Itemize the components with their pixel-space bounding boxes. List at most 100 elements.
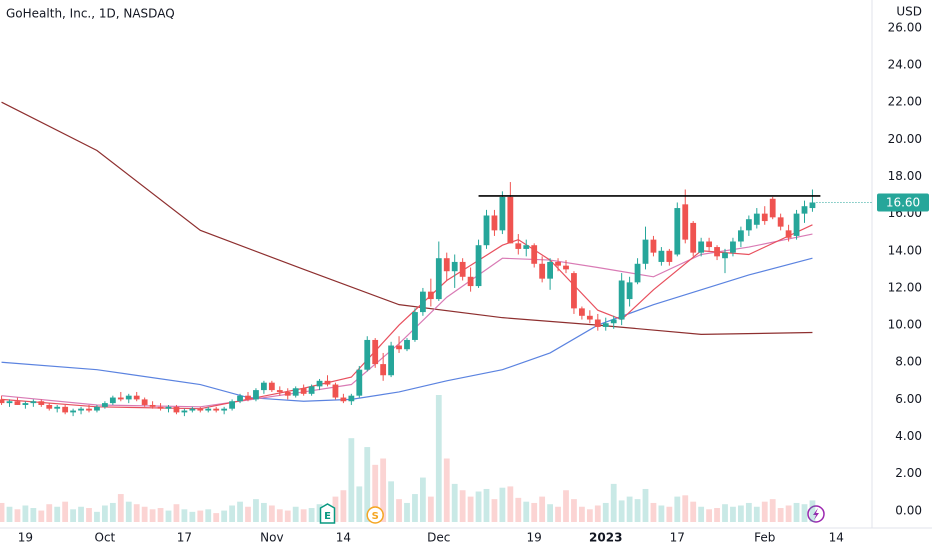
- currency-label: USD: [896, 5, 922, 19]
- candle-body: [499, 196, 506, 231]
- candle-body: [141, 399, 148, 405]
- moving-average-line: [1, 233, 813, 408]
- last-price-tag: [877, 193, 929, 212]
- volume-bar: [300, 509, 307, 522]
- candle-body: [809, 202, 816, 209]
- volume-bar: [761, 501, 768, 522]
- candle-body: [777, 217, 784, 227]
- candle-body: [626, 282, 633, 300]
- volume-bar: [221, 510, 228, 522]
- volume-bar: [769, 499, 776, 522]
- candle-body: [602, 323, 609, 327]
- volume-bar: [22, 505, 29, 522]
- volume-bar: [451, 483, 458, 522]
- last-price-label: 16.60: [886, 195, 920, 209]
- x-tick-label: Oct: [95, 531, 116, 545]
- y-tick-label: 24.00: [888, 58, 922, 72]
- volume-bar: [388, 481, 394, 522]
- volume-bar: [714, 508, 720, 522]
- candle-body: [6, 401, 13, 404]
- y-tick-label: 12.00: [888, 280, 922, 294]
- candle-body: [753, 213, 760, 225]
- candle-body: [221, 408, 228, 411]
- volume-bar: [332, 496, 339, 522]
- candle-body: [54, 406, 61, 409]
- candle-body: [165, 406, 172, 409]
- candle-layer: [0, 182, 816, 417]
- volume-bar: [690, 501, 697, 522]
- volume-bar: [698, 506, 705, 522]
- candle-body: [547, 261, 553, 279]
- volume-bar: [173, 504, 180, 522]
- volume-bar: [738, 505, 744, 522]
- candle-body: [618, 280, 625, 320]
- volume-bar: [563, 490, 569, 522]
- candle-body: [261, 382, 267, 391]
- candle-body: [133, 395, 140, 400]
- volume-bar: [499, 487, 506, 522]
- x-tick-label: 19: [18, 531, 33, 545]
- volume-bar: [459, 490, 466, 522]
- event-marker[interactable]: E: [319, 503, 336, 524]
- volume-bar: [30, 508, 37, 522]
- candle-body: [642, 239, 649, 264]
- alert-icon[interactable]: [807, 505, 825, 523]
- volume-bar: [284, 510, 291, 522]
- volume-bar: [205, 509, 212, 522]
- volume-bar: [276, 509, 283, 522]
- candle-body: [372, 339, 379, 365]
- candle-body: [722, 252, 728, 259]
- x-tick-label: 14: [336, 531, 351, 545]
- event-marker[interactable]: S: [366, 506, 384, 524]
- event-shape: [319, 503, 336, 524]
- volume-bar: [340, 490, 347, 522]
- candle-body: [70, 410, 76, 413]
- candle-body: [674, 208, 681, 255]
- volume-bar: [594, 505, 601, 522]
- y-tick-label: 22.00: [888, 95, 922, 109]
- volume-bar: [515, 497, 522, 522]
- candle-body: [467, 276, 474, 287]
- candle-body: [491, 215, 498, 231]
- volume-bar: [117, 494, 124, 522]
- candle-body: [268, 382, 275, 391]
- candle-body: [94, 406, 100, 411]
- candle-body: [205, 408, 212, 411]
- candle-body: [412, 312, 418, 340]
- candle-body: [300, 388, 307, 394]
- volume-bar: [809, 500, 816, 522]
- candle-body: [594, 319, 601, 327]
- event-shape: [366, 506, 384, 524]
- y-tick-label: 10.00: [888, 318, 922, 332]
- y-tick-label: 20.00: [888, 132, 922, 146]
- candle-body: [427, 291, 434, 300]
- candle-body: [197, 408, 204, 411]
- volume-bar: [571, 499, 577, 522]
- candle-body: [579, 308, 585, 316]
- volume-bar: [507, 486, 514, 522]
- candle-body: [157, 406, 164, 409]
- volume-bar: [364, 447, 371, 522]
- volume-bar: [189, 511, 196, 522]
- volume-bar: [531, 502, 538, 522]
- candle-body: [173, 406, 180, 413]
- volume-bar: [94, 511, 100, 522]
- volume-bar: [14, 509, 21, 522]
- volume-bar: [165, 510, 172, 522]
- candle-body: [380, 364, 387, 376]
- candle-body: [451, 261, 458, 272]
- volume-bar: [404, 502, 410, 522]
- volume-bar: [745, 502, 752, 522]
- volume-bar: [261, 502, 267, 522]
- volume-bar: [54, 506, 61, 522]
- volume-bar: [149, 509, 156, 522]
- y-tick-label: 26.00: [888, 20, 922, 34]
- volume-bar: [801, 504, 808, 522]
- y-tick-label: 0.00: [895, 503, 922, 517]
- candle-body: [181, 410, 188, 413]
- x-tick-label: Dec: [427, 531, 450, 545]
- volume-bar: [443, 458, 450, 522]
- volume-bar: [380, 458, 387, 522]
